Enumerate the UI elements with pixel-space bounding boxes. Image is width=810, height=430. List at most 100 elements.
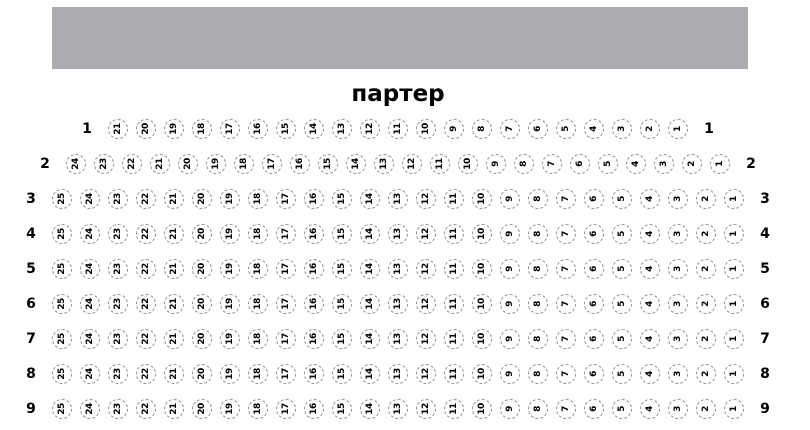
seat[interactable]: 5 — [612, 399, 632, 419]
seat[interactable]: 14 — [360, 189, 380, 209]
seat[interactable]: 23 — [108, 364, 128, 384]
seat[interactable]: 21 — [164, 294, 184, 314]
seat[interactable]: 11 — [444, 189, 464, 209]
seat[interactable]: 5 — [612, 329, 632, 349]
seat[interactable]: 12 — [416, 329, 436, 349]
seat[interactable]: 18 — [234, 154, 254, 174]
seat[interactable]: 12 — [416, 294, 436, 314]
seat[interactable]: 9 — [444, 119, 464, 139]
seat[interactable]: 19 — [220, 399, 240, 419]
seat[interactable]: 3 — [668, 329, 688, 349]
seat[interactable]: 6 — [584, 224, 604, 244]
seat[interactable]: 20 — [178, 154, 198, 174]
seat[interactable]: 7 — [556, 364, 576, 384]
seat[interactable]: 6 — [584, 329, 604, 349]
seat[interactable]: 17 — [276, 189, 296, 209]
seat[interactable]: 11 — [444, 294, 464, 314]
seat[interactable]: 12 — [360, 119, 380, 139]
seat[interactable]: 4 — [640, 224, 660, 244]
seat[interactable]: 1 — [724, 399, 744, 419]
seat[interactable]: 21 — [150, 154, 170, 174]
seat[interactable]: 16 — [304, 399, 324, 419]
seat[interactable]: 24 — [80, 224, 100, 244]
seat[interactable]: 19 — [220, 294, 240, 314]
seat[interactable]: 17 — [276, 294, 296, 314]
seat[interactable]: 10 — [472, 259, 492, 279]
seat[interactable]: 20 — [192, 399, 212, 419]
seat[interactable]: 2 — [696, 329, 716, 349]
seat[interactable]: 23 — [108, 294, 128, 314]
seat[interactable]: 19 — [164, 119, 184, 139]
seat[interactable]: 13 — [388, 294, 408, 314]
seat[interactable]: 14 — [360, 399, 380, 419]
seat[interactable]: 15 — [276, 119, 296, 139]
seat[interactable]: 10 — [472, 364, 492, 384]
seat[interactable]: 9 — [500, 224, 520, 244]
seat[interactable]: 8 — [472, 119, 492, 139]
seat[interactable]: 24 — [66, 154, 86, 174]
seat[interactable]: 15 — [332, 259, 352, 279]
seat[interactable]: 18 — [248, 294, 268, 314]
seat[interactable]: 13 — [388, 259, 408, 279]
seat[interactable]: 2 — [696, 224, 716, 244]
seat[interactable]: 1 — [724, 329, 744, 349]
seat[interactable]: 22 — [136, 329, 156, 349]
seat[interactable]: 7 — [556, 399, 576, 419]
seat[interactable]: 13 — [388, 224, 408, 244]
seat[interactable]: 5 — [556, 119, 576, 139]
seat[interactable]: 6 — [584, 259, 604, 279]
seat[interactable]: 22 — [136, 259, 156, 279]
seat[interactable]: 1 — [668, 119, 688, 139]
seat[interactable]: 11 — [444, 224, 464, 244]
seat[interactable]: 10 — [416, 119, 436, 139]
seat[interactable]: 15 — [332, 364, 352, 384]
seat[interactable]: 3 — [654, 154, 674, 174]
seat[interactable]: 25 — [52, 399, 72, 419]
seat[interactable]: 2 — [696, 259, 716, 279]
seat[interactable]: 23 — [108, 399, 128, 419]
seat[interactable]: 9 — [500, 329, 520, 349]
seat[interactable]: 13 — [388, 399, 408, 419]
seat[interactable]: 15 — [332, 399, 352, 419]
seat[interactable]: 2 — [640, 119, 660, 139]
seat[interactable]: 19 — [220, 364, 240, 384]
seat[interactable]: 15 — [332, 224, 352, 244]
seat[interactable]: 16 — [304, 189, 324, 209]
seat[interactable]: 6 — [570, 154, 590, 174]
seat[interactable]: 10 — [472, 329, 492, 349]
seat[interactable]: 12 — [416, 224, 436, 244]
seat[interactable]: 18 — [248, 224, 268, 244]
seat[interactable]: 12 — [416, 259, 436, 279]
seat[interactable]: 11 — [444, 259, 464, 279]
seat[interactable]: 8 — [528, 189, 548, 209]
seat[interactable]: 8 — [528, 259, 548, 279]
seat[interactable]: 20 — [192, 224, 212, 244]
seat[interactable]: 25 — [52, 364, 72, 384]
seat[interactable]: 8 — [528, 399, 548, 419]
seat[interactable]: 4 — [640, 329, 660, 349]
seat[interactable]: 2 — [696, 294, 716, 314]
seat[interactable]: 2 — [696, 189, 716, 209]
seat[interactable]: 1 — [724, 259, 744, 279]
seat[interactable]: 13 — [374, 154, 394, 174]
seat[interactable]: 14 — [360, 364, 380, 384]
seat[interactable]: 20 — [192, 329, 212, 349]
seat[interactable]: 3 — [668, 399, 688, 419]
seat[interactable]: 19 — [220, 329, 240, 349]
seat[interactable]: 8 — [528, 224, 548, 244]
seat[interactable]: 10 — [472, 189, 492, 209]
seat[interactable]: 21 — [164, 364, 184, 384]
seat[interactable]: 7 — [556, 259, 576, 279]
seat[interactable]: 5 — [612, 189, 632, 209]
seat[interactable]: 5 — [612, 259, 632, 279]
seat[interactable]: 11 — [444, 399, 464, 419]
seat[interactable]: 22 — [136, 399, 156, 419]
seat[interactable]: 14 — [360, 259, 380, 279]
seat[interactable]: 13 — [388, 329, 408, 349]
seat[interactable]: 24 — [80, 294, 100, 314]
seat[interactable]: 25 — [52, 259, 72, 279]
seat[interactable]: 25 — [52, 189, 72, 209]
seat[interactable]: 25 — [52, 329, 72, 349]
seat[interactable]: 24 — [80, 189, 100, 209]
seat[interactable]: 11 — [444, 329, 464, 349]
